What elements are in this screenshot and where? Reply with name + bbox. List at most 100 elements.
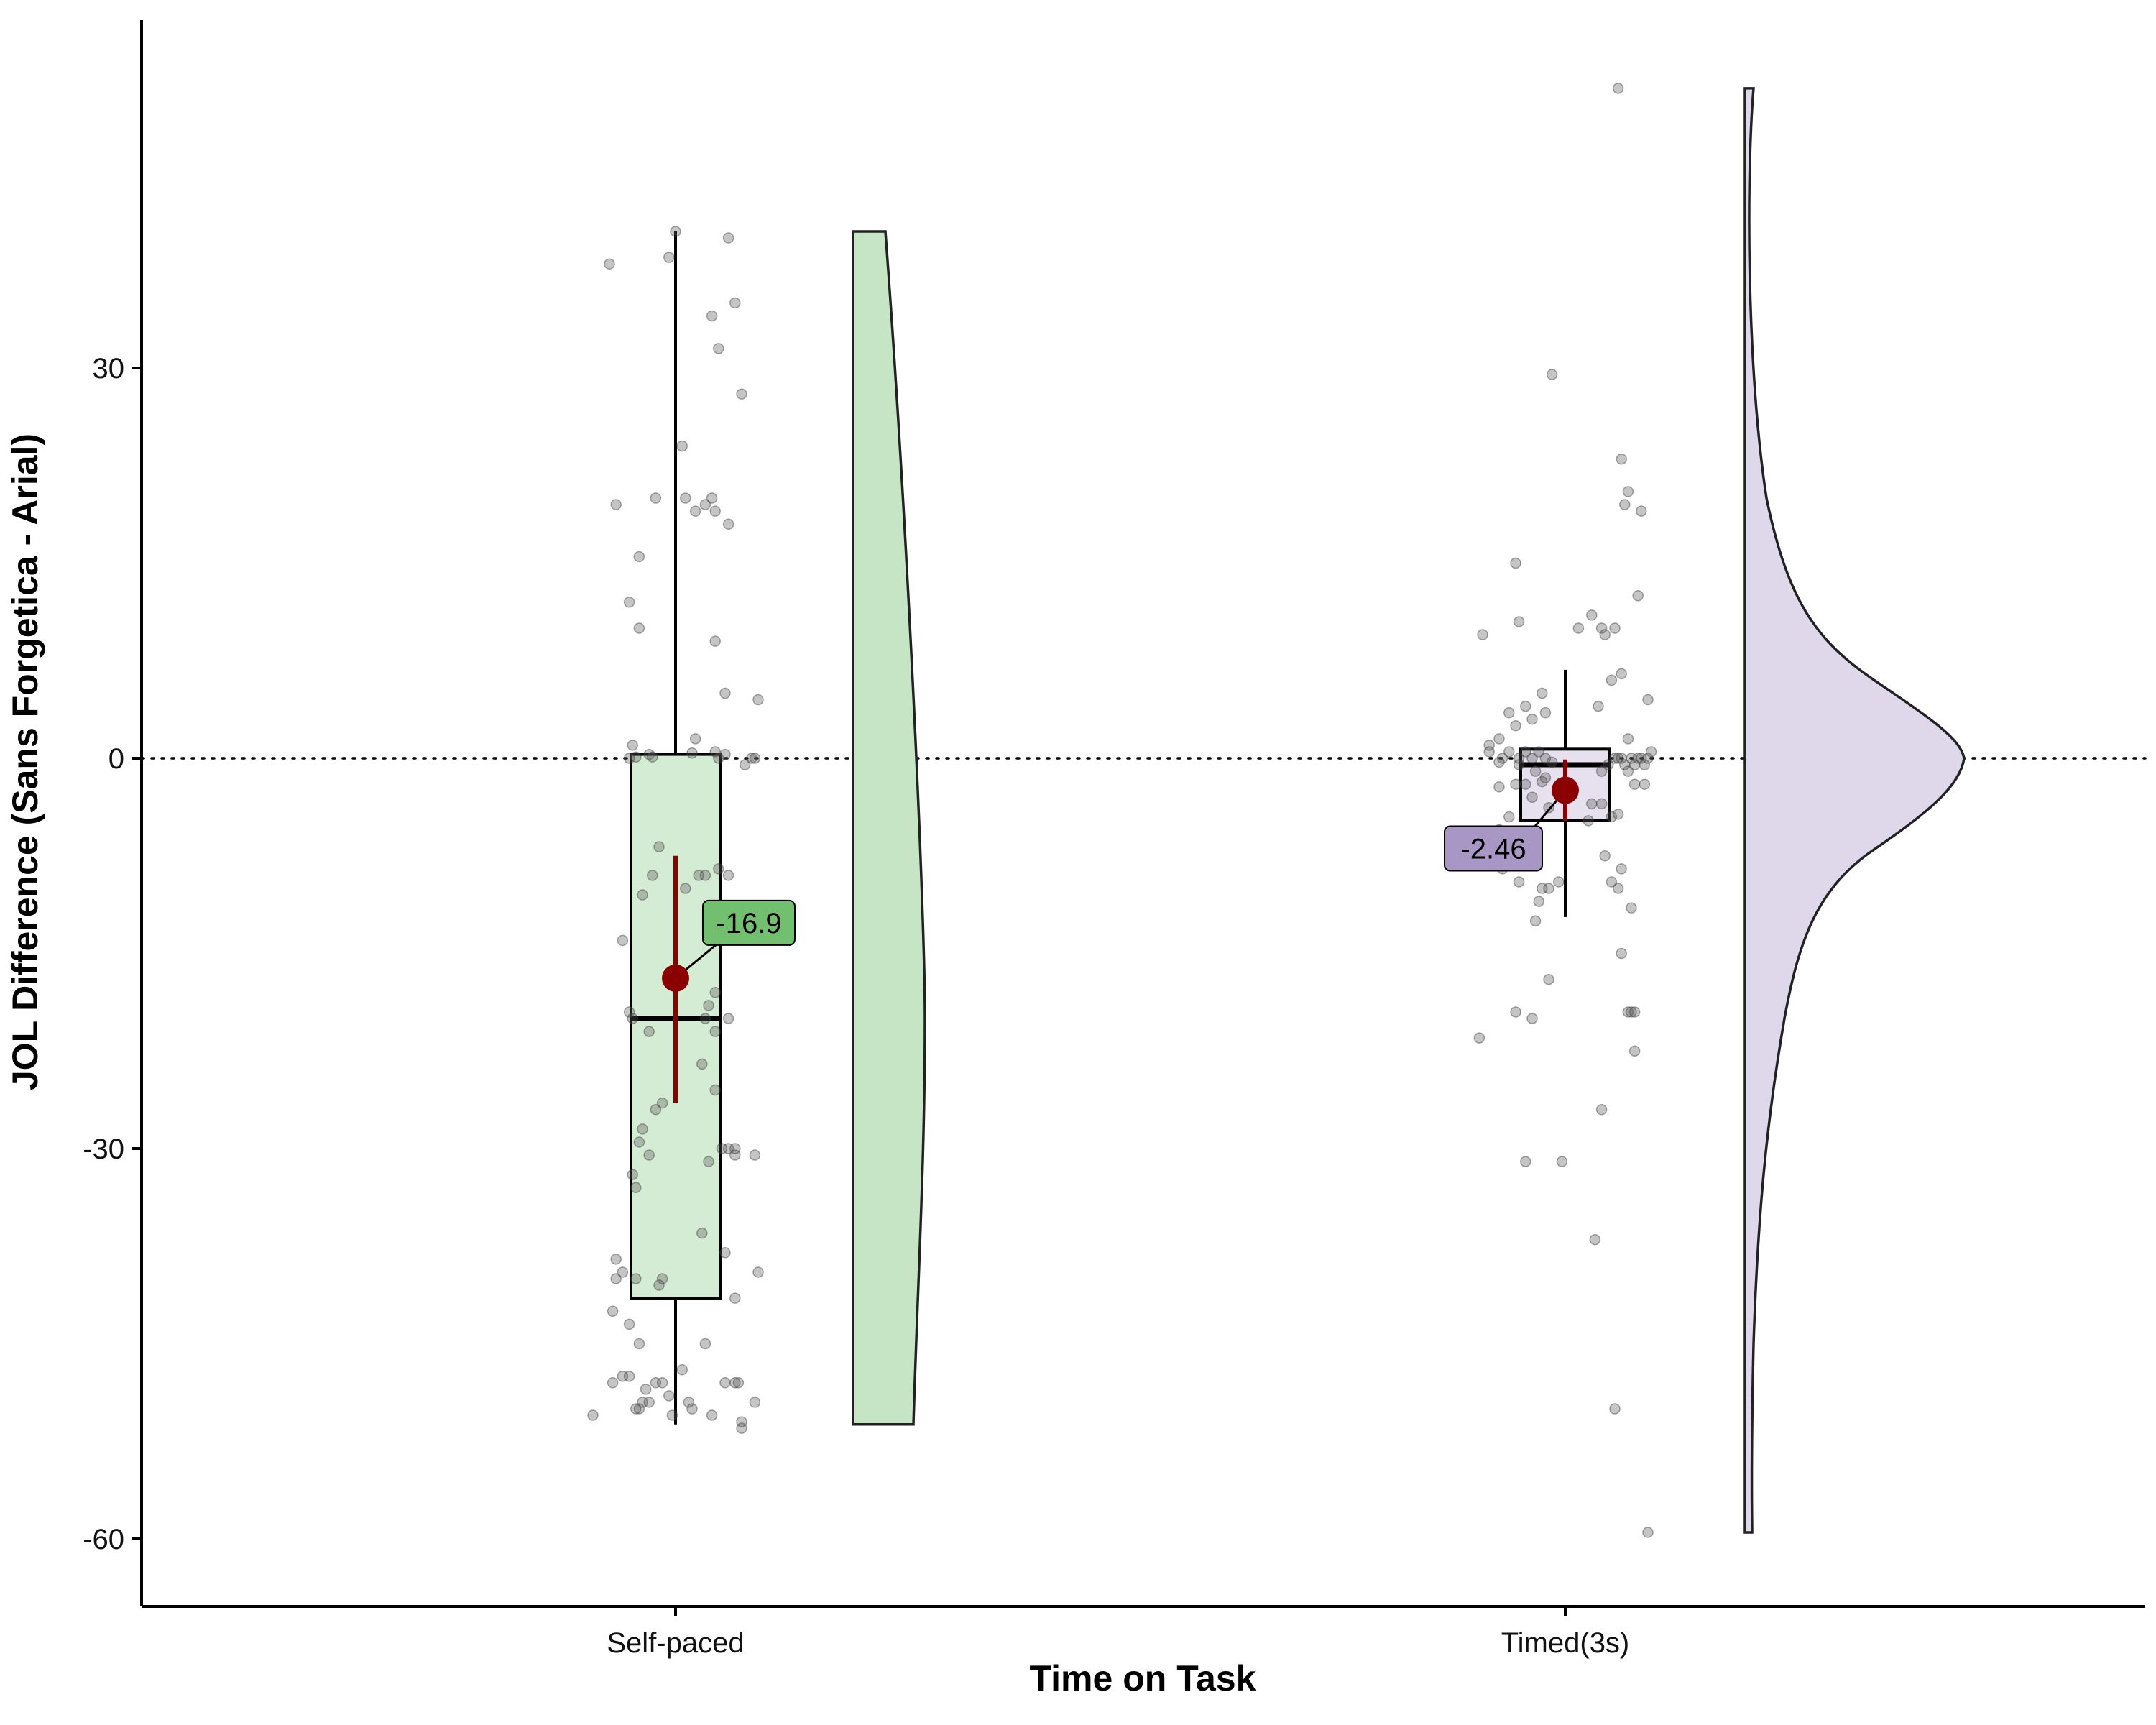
data-point bbox=[656, 1377, 668, 1389]
data-point bbox=[713, 343, 724, 354]
data-point bbox=[643, 748, 655, 760]
data-point bbox=[1606, 811, 1618, 823]
data-point bbox=[607, 1377, 619, 1389]
data-point bbox=[686, 1403, 698, 1414]
data-point bbox=[1510, 557, 1521, 569]
data-point bbox=[1616, 753, 1627, 764]
data-point bbox=[722, 518, 734, 530]
y-axis-title: JOL Difference (Sans Forgetica - Arial) bbox=[5, 433, 45, 1090]
data-point bbox=[736, 1422, 747, 1434]
y-tick-label: 30 bbox=[93, 353, 125, 385]
data-point bbox=[617, 1371, 629, 1382]
data-point bbox=[1543, 883, 1554, 894]
data-point bbox=[630, 1403, 642, 1414]
data-point bbox=[1586, 798, 1598, 810]
data-point bbox=[1543, 802, 1554, 814]
data-point bbox=[1645, 746, 1657, 758]
data-point bbox=[1537, 776, 1548, 788]
data-point bbox=[643, 1149, 655, 1161]
data-point bbox=[703, 1000, 714, 1011]
data-point bbox=[696, 1058, 708, 1070]
data-point bbox=[1513, 759, 1525, 770]
data-point bbox=[713, 863, 724, 875]
data-point bbox=[680, 883, 691, 894]
data-point bbox=[617, 934, 629, 947]
data-point bbox=[699, 870, 711, 881]
data-point bbox=[637, 1397, 648, 1408]
data-point bbox=[637, 1123, 648, 1135]
mean-label-box-timed bbox=[1444, 825, 1543, 872]
data-point bbox=[1513, 753, 1525, 764]
data-point bbox=[670, 226, 681, 237]
data-point bbox=[706, 310, 718, 322]
data-point bbox=[722, 1013, 734, 1024]
data-point bbox=[1513, 876, 1525, 888]
data-point bbox=[736, 388, 747, 400]
data-point bbox=[1619, 499, 1631, 510]
data-point bbox=[706, 1409, 718, 1421]
data-point bbox=[703, 1156, 714, 1167]
data-point bbox=[1520, 778, 1531, 790]
data-point bbox=[1496, 753, 1508, 764]
mean-point-timed bbox=[1552, 776, 1579, 804]
data-point bbox=[1583, 815, 1594, 827]
data-point bbox=[1628, 1045, 1641, 1057]
data-point bbox=[1632, 753, 1644, 764]
data-point bbox=[1622, 1006, 1634, 1018]
data-point bbox=[709, 1084, 721, 1096]
mean-point-self-paced bbox=[662, 964, 689, 992]
data-point bbox=[1626, 902, 1637, 914]
data-point bbox=[706, 492, 718, 504]
data-point bbox=[643, 1026, 655, 1037]
mean-label-timed: -2.46 bbox=[1460, 834, 1526, 865]
data-point bbox=[1503, 707, 1515, 719]
data-point bbox=[1520, 746, 1531, 758]
data-point bbox=[1503, 811, 1515, 823]
data-point bbox=[1599, 850, 1611, 862]
data-point bbox=[623, 1371, 635, 1382]
data-point bbox=[1612, 83, 1624, 94]
data-point bbox=[1599, 629, 1611, 640]
data-point bbox=[1513, 616, 1525, 627]
data-point bbox=[689, 505, 701, 517]
data-point bbox=[1628, 1006, 1641, 1018]
data-point bbox=[1510, 778, 1521, 790]
data-point bbox=[656, 1273, 668, 1284]
data-point bbox=[1526, 713, 1538, 725]
data-point bbox=[1510, 1006, 1521, 1018]
data-point bbox=[610, 1254, 622, 1265]
data-point bbox=[650, 1377, 662, 1389]
data-point bbox=[587, 1409, 599, 1421]
data-point bbox=[1606, 876, 1618, 888]
data-point bbox=[1632, 590, 1644, 602]
data-point bbox=[1636, 505, 1647, 517]
data-point bbox=[1526, 753, 1538, 764]
data-point bbox=[699, 1013, 711, 1024]
data-point bbox=[647, 870, 658, 881]
x-tick-label: Timed(3s) bbox=[1501, 1627, 1630, 1659]
data-point bbox=[1609, 1403, 1621, 1414]
data-point bbox=[1529, 915, 1542, 926]
data-point bbox=[623, 597, 635, 608]
data-point bbox=[1526, 791, 1538, 804]
data-point bbox=[1622, 486, 1634, 497]
data-point bbox=[1529, 765, 1542, 777]
data-point bbox=[752, 1266, 764, 1278]
x-axis-title: Time on Task bbox=[1030, 1658, 1256, 1698]
data-point bbox=[607, 1305, 619, 1317]
data-point bbox=[746, 753, 757, 764]
data-point bbox=[653, 1279, 665, 1291]
data-point bbox=[732, 1377, 745, 1389]
data-point bbox=[1539, 707, 1552, 719]
data-point bbox=[1503, 746, 1515, 758]
data-point bbox=[633, 551, 645, 563]
data-point bbox=[739, 759, 751, 770]
data-point bbox=[1493, 781, 1505, 793]
data-point bbox=[1543, 973, 1554, 985]
data-point bbox=[709, 635, 721, 647]
data-point bbox=[604, 258, 615, 270]
data-point bbox=[719, 687, 731, 699]
data-point bbox=[729, 1143, 741, 1154]
data-point bbox=[633, 622, 645, 634]
data-point bbox=[1593, 700, 1604, 712]
